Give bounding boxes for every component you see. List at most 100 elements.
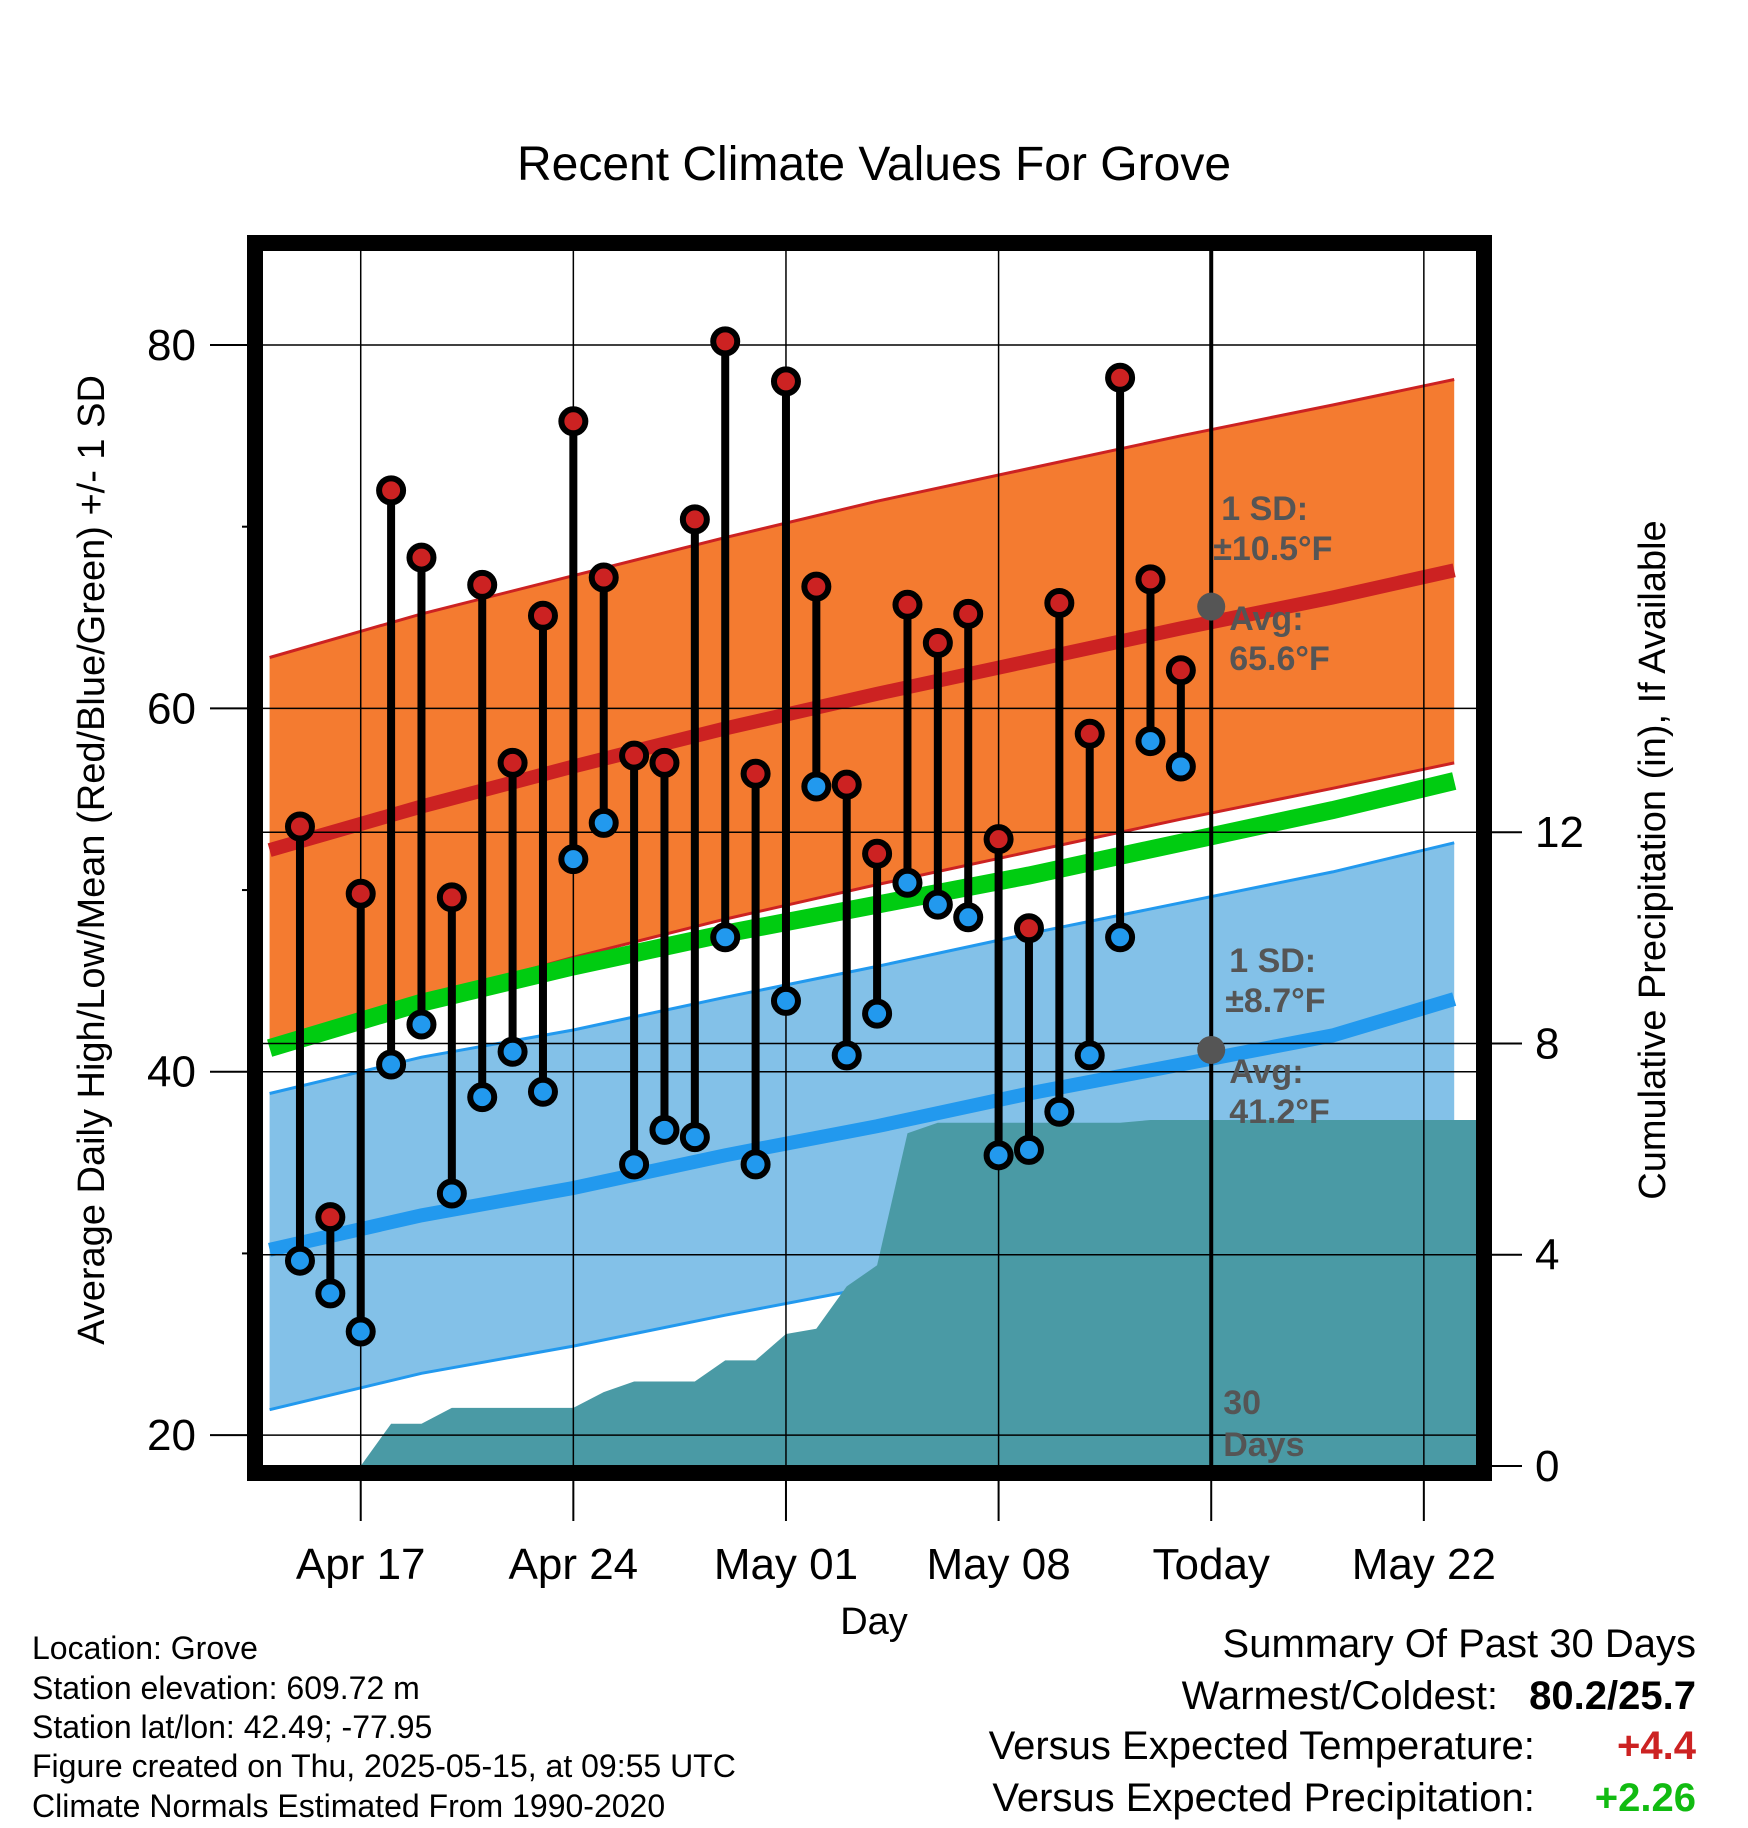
high-point	[619, 740, 650, 771]
high-sd-label: 1 SD:	[1221, 490, 1308, 528]
x-tick-label: Today	[1153, 1540, 1270, 1589]
high-point	[953, 598, 984, 629]
high-point	[710, 326, 741, 357]
low-point	[558, 844, 589, 875]
x-tick-label: Apr 24	[509, 1540, 639, 1589]
low-point	[801, 771, 832, 802]
low-point	[710, 922, 741, 953]
low-point	[922, 889, 953, 920]
expected-temperature-label: Versus Expected Temperature:	[988, 1724, 1535, 1768]
high-point	[1165, 655, 1196, 686]
high-point	[1013, 913, 1044, 944]
y-axis-label: Average Daily High/Low/Mean (Red/Blue/Gr…	[71, 375, 113, 1345]
high-point	[1105, 362, 1136, 393]
expected-precipitation-label: Versus Expected Precipitation:	[992, 1776, 1535, 1820]
high-point	[922, 627, 953, 658]
low-point	[345, 1316, 376, 1347]
y2-tick-label: 8	[1535, 1019, 1559, 1068]
high-avg-value: 65.6°F	[1229, 640, 1330, 678]
high-point	[497, 747, 528, 778]
low-point	[284, 1245, 315, 1276]
today-low-avg-marker	[1197, 1035, 1226, 1064]
y-tick-label: 60	[147, 684, 196, 733]
low-point	[953, 902, 984, 933]
climate-normals-period: Climate Normals Estimated From 1990-2020	[32, 1788, 666, 1824]
high-point	[649, 747, 680, 778]
high-average-line	[267, 563, 1456, 857]
low-avg-label: Avg:	[1229, 1053, 1303, 1091]
high-point	[892, 589, 923, 620]
low-point	[740, 1149, 771, 1180]
figure-created: Figure created on Thu, 2025-05-15, at 09…	[32, 1748, 736, 1784]
x-tick-label: May 01	[714, 1540, 858, 1589]
days-label-text: Days	[1223, 1426, 1304, 1464]
x-tick-label: May 22	[1352, 1540, 1496, 1589]
low-point	[376, 1049, 407, 1080]
high-point	[983, 824, 1014, 855]
station-elevation: Station elevation: 609.72 m	[32, 1670, 420, 1706]
high-point	[588, 562, 619, 593]
chart-title: Recent Climate Values For Grove	[517, 138, 1231, 191]
summary-heading: Summary Of Past 30 Days	[1222, 1622, 1696, 1666]
low-point	[467, 1082, 498, 1113]
low-point	[862, 998, 893, 1029]
high-point	[1074, 718, 1105, 749]
y2-tick-label: 12	[1535, 808, 1584, 857]
expected-temperature-value: +4.4	[1617, 1724, 1696, 1768]
low-sd-label: 1 SD:	[1229, 942, 1316, 980]
low-point	[892, 867, 923, 898]
high-sd-value: ±10.5°F	[1213, 530, 1332, 568]
low-point	[679, 1122, 710, 1153]
low-point	[315, 1278, 346, 1309]
high-point	[436, 882, 467, 913]
low-point	[831, 1040, 862, 1071]
low-sd-value: ±8.7°F	[1225, 982, 1325, 1020]
station-latlon: Station lat/lon: 42.49; -77.95	[32, 1709, 433, 1745]
x-tick-label: May 08	[926, 1540, 1070, 1589]
high-point	[679, 504, 710, 535]
low-point	[588, 807, 619, 838]
low-point	[406, 1009, 437, 1040]
warmest-coldest-value: 80.2/25.7	[1529, 1674, 1696, 1718]
low-point	[1165, 751, 1196, 782]
x-tick-label: Apr 17	[296, 1540, 426, 1589]
high-point	[467, 569, 498, 600]
y-tick-label: 80	[147, 321, 196, 370]
plot-frame	[247, 235, 1492, 1481]
low-point	[1044, 1096, 1075, 1127]
low-point	[527, 1076, 558, 1107]
y2-axis-label: Cumulative Precipitation (in), If Availa…	[1632, 520, 1674, 1199]
low-point	[983, 1140, 1014, 1171]
y2-tick-label: 4	[1535, 1231, 1559, 1280]
high-point	[406, 542, 437, 573]
low-avg-value: 41.2°F	[1229, 1093, 1330, 1131]
high-point	[1135, 564, 1166, 595]
high-point	[740, 758, 771, 789]
high-point	[770, 366, 801, 397]
summary-precipitation: Versus Expected Precipitation: +2.26	[992, 1776, 1696, 1821]
low-point	[1135, 726, 1166, 757]
high-sd-band	[269, 379, 1455, 1043]
low-point	[497, 1036, 528, 1067]
precipitation-area	[360, 1120, 1477, 1466]
high-point	[345, 878, 376, 909]
high-point	[1044, 587, 1075, 618]
low-point	[436, 1178, 467, 1209]
low-point	[1013, 1134, 1044, 1165]
today-high-avg-marker	[1197, 592, 1226, 621]
low-point	[1074, 1040, 1105, 1071]
expected-precipitation-value: +2.26	[1594, 1776, 1696, 1820]
y-tick-label: 20	[147, 1411, 196, 1460]
low-point	[770, 985, 801, 1016]
station-location: Location: Grove	[32, 1630, 258, 1666]
high-upper-edge	[269, 378, 1455, 659]
high-point	[831, 769, 862, 800]
low-point	[649, 1114, 680, 1145]
high-point	[862, 838, 893, 869]
summary-warmest-coldest: Warmest/Coldest: 80.2/25.7	[1182, 1674, 1696, 1719]
days-label-number: 30	[1223, 1384, 1261, 1422]
warmest-coldest-label: Warmest/Coldest:	[1181, 1674, 1499, 1718]
